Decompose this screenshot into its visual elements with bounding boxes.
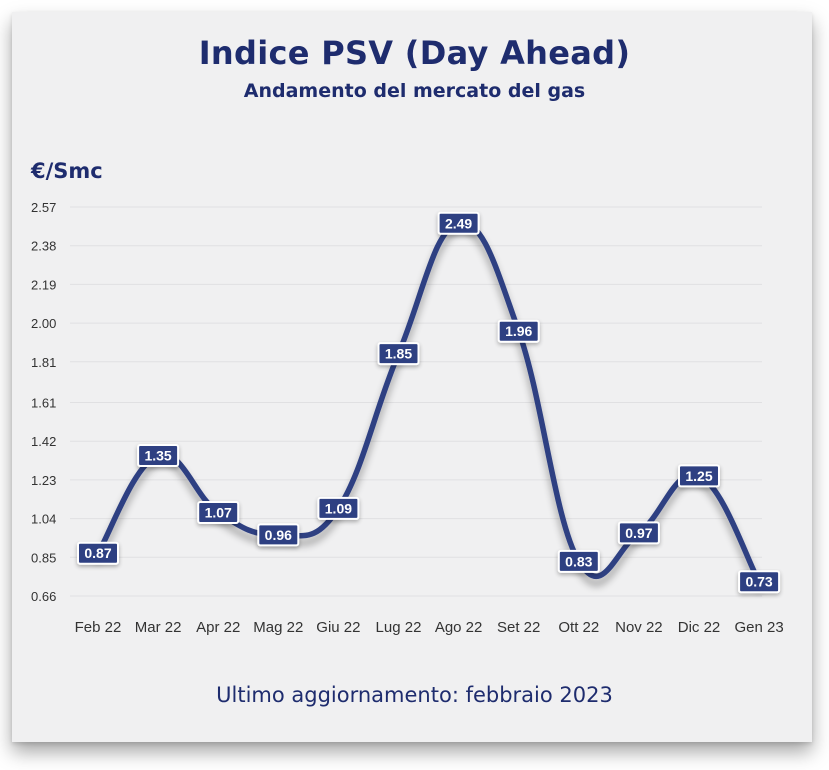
y-tick-label: 1.81 [31,355,56,370]
data-point-value: 0.87 [84,545,111,561]
data-point-label: 1.07 [197,500,240,524]
y-tick-label: 0.66 [31,589,56,604]
data-point-label: 2.49 [437,211,480,235]
data-point-marker [497,319,540,343]
data-point-label: 1.35 [137,443,180,467]
y-tick-label: 2.19 [31,277,56,292]
data-point-label: 1.09 [317,496,360,520]
data-point-label: 0.83 [557,549,600,573]
data-point-value: 0.96 [265,527,292,543]
x-tick-label: Nov 22 [615,619,663,636]
data-point-value: 1.09 [325,500,352,516]
x-tick-label: Giu 22 [316,619,360,636]
data-point-value: 1.96 [505,323,532,339]
data-point-label: 0.97 [617,521,660,545]
data-point-value: 1.07 [205,504,232,520]
data-point-label: 1.96 [497,319,540,343]
data-point-marker [77,541,119,565]
y-tick-label: 2.57 [31,200,56,215]
x-tick-label: Ago 22 [435,619,483,636]
data-point-marker [437,211,480,235]
data-point-label: 1.85 [377,342,420,366]
x-tick-label: Gen 23 [734,619,783,636]
data-point-value: 1.85 [385,346,412,362]
x-tick-label: Apr 22 [196,619,240,636]
y-tick-label: 2.00 [31,316,56,331]
data-point-value: 0.97 [625,525,652,541]
chart-subtitle: Andamento del mercato del gas [243,80,586,102]
data-point-marker [557,549,600,573]
data-point-value: 0.73 [745,574,772,590]
data-point-label: 0.87 [77,541,119,565]
data-point-marker [678,464,720,488]
x-tick-label: Mag 22 [253,619,303,636]
data-point-value: 2.49 [445,215,472,231]
data-point-value: 0.83 [565,553,592,569]
y-tick-label: 1.61 [31,396,56,411]
y-tick-label: 1.23 [31,473,56,488]
chart-title: Indice PSV (Day Ahead) [198,34,631,72]
x-tick-label: Lug 22 [376,619,422,636]
data-point-marker [738,570,781,594]
y-tick-label: 0.85 [31,550,56,565]
data-point-value: 1.35 [144,447,171,463]
x-tick-label: Set 22 [497,619,540,636]
x-tick-label: Mar 22 [135,619,182,636]
data-point-label: 0.73 [738,570,781,594]
x-tick-label: Ott 22 [558,619,599,636]
data-point-marker [137,443,180,467]
y-tick-label: 2.38 [31,239,56,254]
x-tick-label: Dic 22 [678,619,721,636]
data-point-value: 1.25 [685,468,712,484]
data-point-label: 0.96 [257,523,300,547]
y-tick-label: 1.04 [31,512,56,527]
last-update-note: Ultimo aggiornamento: febbraio 2023 [216,683,613,707]
y-tick-label: 1.42 [31,434,56,449]
data-point-marker [617,521,660,545]
chart-card [12,12,812,742]
data-point-label: 1.25 [678,464,720,488]
data-point-marker [257,523,300,547]
data-point-marker [377,342,420,366]
data-point-marker [197,500,240,524]
y-axis-label: €/Smc [30,159,103,183]
data-point-marker [317,496,360,520]
x-tick-label: Feb 22 [75,619,122,636]
